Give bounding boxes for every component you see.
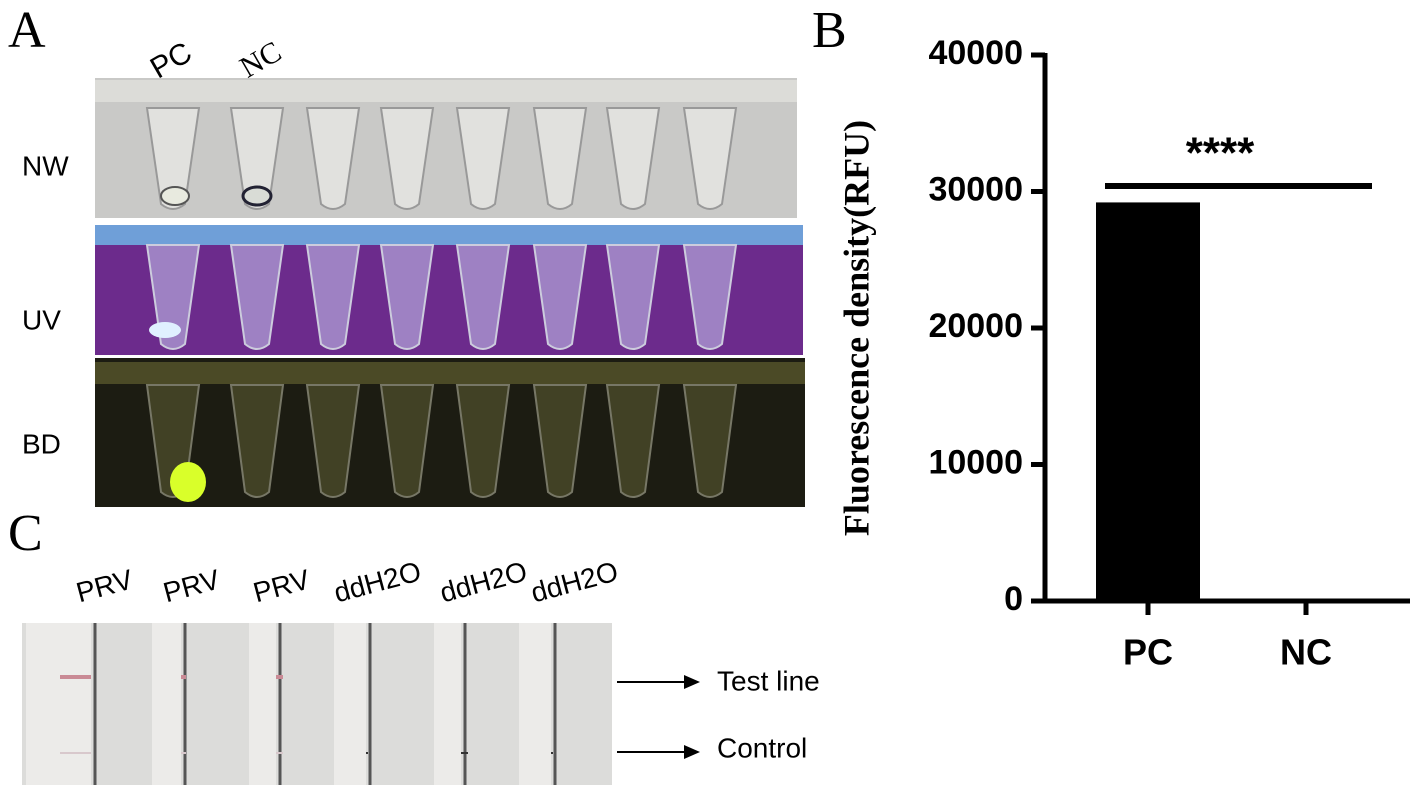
strip bbox=[152, 623, 181, 785]
tube-strip bbox=[95, 362, 805, 384]
tube bbox=[379, 384, 435, 498]
pellet bbox=[241, 185, 273, 207]
strip bbox=[434, 623, 461, 785]
strip bbox=[334, 623, 366, 785]
tubes bbox=[145, 107, 738, 502]
tube bbox=[455, 384, 511, 498]
glow bbox=[170, 462, 206, 502]
column-label: NC bbox=[234, 35, 287, 84]
strip bbox=[26, 623, 91, 785]
y-tick-label: 20000 bbox=[928, 307, 1023, 345]
annotation: Control bbox=[717, 732, 807, 763]
strips bbox=[26, 623, 557, 785]
tube bbox=[682, 244, 738, 350]
pellet bbox=[160, 186, 190, 206]
y-tick-label: 30000 bbox=[928, 170, 1023, 208]
tube bbox=[605, 384, 661, 498]
column-label: ddH2O bbox=[437, 556, 531, 609]
row-label: NW bbox=[22, 150, 69, 181]
strip bbox=[249, 623, 276, 785]
tube bbox=[379, 244, 435, 350]
tube bbox=[455, 244, 511, 350]
column-label: ddH2O bbox=[528, 556, 622, 609]
tube bbox=[455, 107, 511, 210]
tube bbox=[229, 384, 285, 498]
arrow-head bbox=[684, 675, 700, 689]
tube bbox=[532, 244, 588, 350]
tube bbox=[682, 107, 738, 210]
y-tick-label: 0 bbox=[1004, 580, 1023, 618]
column-label: PC bbox=[145, 36, 198, 85]
tube-strip bbox=[95, 225, 803, 245]
tube bbox=[145, 107, 201, 210]
bar bbox=[1096, 202, 1200, 602]
photo-strips bbox=[22, 623, 612, 785]
tube bbox=[305, 107, 361, 210]
strip bbox=[519, 623, 551, 785]
panel-label: C bbox=[8, 505, 43, 562]
tube bbox=[532, 107, 588, 210]
row-label: UV bbox=[22, 304, 61, 335]
panel-label: B bbox=[812, 2, 847, 59]
tube bbox=[605, 107, 661, 210]
y-tick-label: 40000 bbox=[928, 34, 1023, 72]
x-tick-label: NC bbox=[1280, 632, 1332, 673]
column-label: PRV bbox=[160, 564, 223, 609]
tube bbox=[379, 107, 435, 210]
tube bbox=[305, 384, 361, 498]
tube bbox=[229, 244, 285, 350]
tube bbox=[605, 244, 661, 350]
annotation: Test line bbox=[717, 665, 820, 696]
column-label: ddH2O bbox=[331, 556, 425, 609]
x-tick-label: PC bbox=[1123, 632, 1173, 673]
tube bbox=[532, 384, 588, 498]
tube bbox=[682, 384, 738, 498]
column-label: PRV bbox=[250, 564, 313, 609]
tube bbox=[305, 244, 361, 350]
panel-label: A bbox=[8, 2, 46, 59]
pellet bbox=[149, 322, 181, 338]
arrow-head bbox=[684, 745, 700, 759]
column-label: PRV bbox=[73, 564, 136, 609]
tube-strip bbox=[95, 80, 797, 102]
y-tick-label: 10000 bbox=[928, 443, 1023, 481]
y-axis-title: Fluorescence density(RFU) bbox=[836, 120, 876, 536]
row-label: BD bbox=[22, 428, 61, 459]
tube bbox=[229, 107, 285, 210]
significance-label: **** bbox=[1186, 129, 1255, 178]
